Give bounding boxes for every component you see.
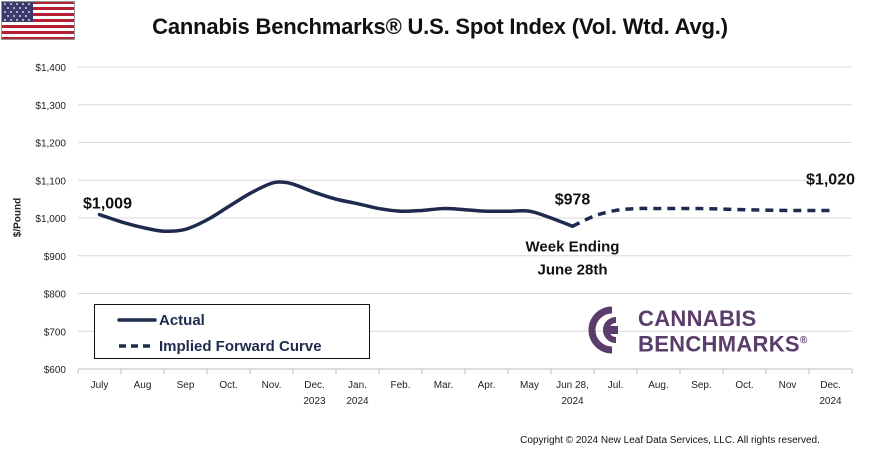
x-tick-label: Sep. [691,380,712,391]
x-tick-label: 2024 [819,396,842,407]
x-tick-label: Oct. [735,380,753,391]
x-tick-label: Aug [134,380,152,391]
forward-curve-line [571,206,831,228]
x-tick-label: 2023 [303,396,326,407]
x-tick-label: Feb. [390,380,410,391]
y-tick-label: $900 [44,252,67,263]
legend-label: Actual [159,311,205,329]
x-tick-label: 2024 [561,396,584,407]
brand-mark-icon [588,306,618,354]
annotations: $1,009 $978 Week Ending June 28th $1,020 [83,171,855,278]
x-tick-label: Jan. [348,380,367,391]
x-tick-label: Nov [779,380,797,391]
legend-item-actual: Actual [117,310,205,330]
annotation-label: $978 [555,191,591,208]
actual-line [97,180,575,234]
y-tick-label: $1,300 [35,101,66,112]
series-lines [97,180,831,234]
x-tick-label: Apr. [478,380,496,391]
y-tick-label: $600 [44,365,67,376]
legend-item-forward-curve: Implied Forward Curve [117,336,322,356]
brand-line-1: CANNABIS [638,306,757,331]
x-tick-label: Nov. [262,380,282,391]
annotation-label: June 28th [537,261,607,278]
registered-mark: ® [799,335,808,346]
us-flag-icon [1,1,75,40]
x-tick-label: Aug. [648,380,669,391]
x-tick-labels: July Aug Sep Oct. Nov. Dec. 2023 Jan. 2024 Feb. Ma… [91,380,842,407]
y-tick-label: $700 [44,327,67,338]
chart-title: Cannabis Benchmarks® U.S. Spot Index (Vo… [152,14,728,39]
brand-line-2-text: BENCHMARKS [638,331,800,357]
brand-wordmark: CANNABIS BENCHMARKS® [638,308,808,355]
brand-line-2: BENCHMARKS® [638,330,808,355]
x-tick-label: Dec. [820,380,841,391]
y-tick-label: $800 [44,290,67,301]
annotation-label: $1,020 [806,171,855,188]
x-tick-label: 2024 [346,396,369,407]
x-tick-label: Jul. [608,380,624,391]
x-tick-label: July [91,380,109,391]
x-tick-label: Mar. [434,380,453,391]
legend-label: Implied Forward Curve [159,337,322,355]
x-tick-label: Dec. [304,380,325,391]
y-tick-label: $1,400 [35,63,66,74]
y-tick-label: $1,100 [35,176,66,187]
annotation-label: $1,009 [83,196,132,213]
y-tick-label: $1,200 [35,139,66,150]
x-tick-label: Oct. [219,380,237,391]
brand-logo: CANNABIS BENCHMARKS® [586,304,816,359]
legend: Actual Implied Forward Curve [94,304,370,359]
dashed-line-swatch [119,344,155,348]
copyright-notice: Copyright © 2024 New Leaf Data Services,… [520,435,820,446]
solid-line-swatch [117,318,157,322]
x-tick-label: May [520,380,539,391]
annotation-label: Week Ending [526,238,620,255]
y-tick-label: $1,000 [35,214,66,225]
x-tick-label: Sep [177,380,195,391]
y-tick-labels: $600 $700 $800 $900 $1,000 $1,100 $1,200 $1,300… [35,63,66,376]
x-tick-label: Jun 28, [556,380,589,391]
